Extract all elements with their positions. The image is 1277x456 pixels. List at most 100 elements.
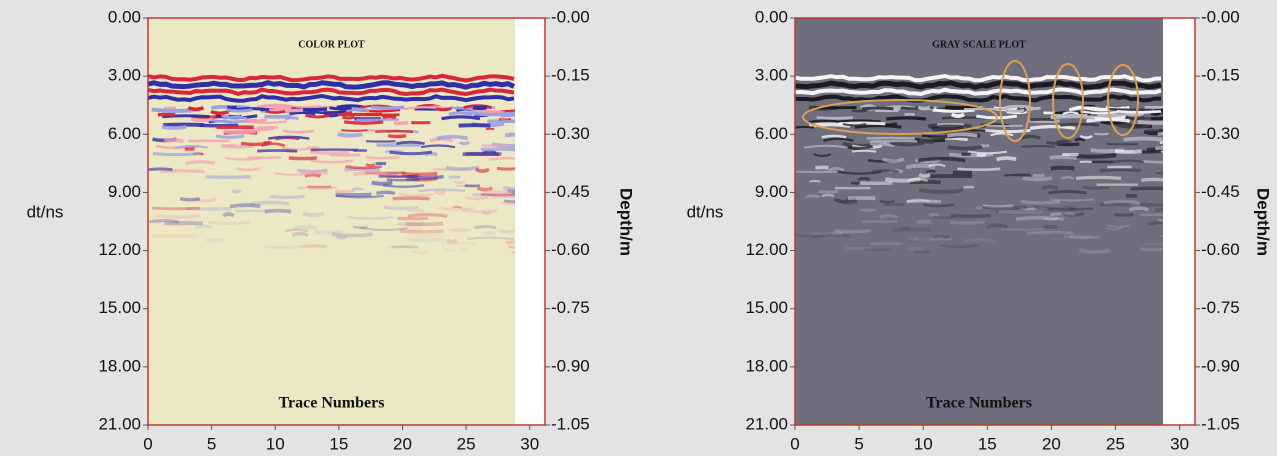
reflection xyxy=(343,120,384,125)
reflection xyxy=(1004,108,1025,113)
reflection-band xyxy=(795,87,1162,96)
reflection xyxy=(291,231,309,238)
reflection xyxy=(469,111,515,117)
reflection xyxy=(453,180,466,185)
reflection xyxy=(492,195,515,200)
reflection xyxy=(249,200,290,206)
reflection xyxy=(837,170,882,175)
reflection xyxy=(500,114,515,118)
reflection xyxy=(310,150,350,155)
reflection xyxy=(886,116,927,121)
reflection xyxy=(500,118,515,123)
reflection xyxy=(383,205,420,211)
reflection xyxy=(1116,109,1162,114)
reflection xyxy=(446,238,458,244)
reflection xyxy=(946,132,978,138)
reflection xyxy=(210,110,230,116)
reflection xyxy=(257,149,298,153)
radar-texture xyxy=(795,73,1163,254)
reflection xyxy=(882,157,905,163)
y2-tick-label: -0.60 xyxy=(1201,240,1240,259)
reflection xyxy=(1021,145,1055,148)
reflection xyxy=(448,111,473,116)
reflection xyxy=(811,233,850,238)
reflection xyxy=(481,193,515,197)
reflection xyxy=(809,179,821,183)
reflection xyxy=(976,152,987,157)
reflection xyxy=(831,231,844,236)
reflection xyxy=(923,203,955,208)
reflection xyxy=(885,139,918,143)
reflection xyxy=(933,108,975,113)
reflection xyxy=(365,162,376,168)
reflection xyxy=(821,134,847,139)
reflection xyxy=(148,218,180,224)
y-tick-label: 21.00 xyxy=(745,414,788,433)
reflection xyxy=(474,225,497,230)
reflection xyxy=(161,125,187,130)
y-axis-label: dt/ns xyxy=(687,202,724,221)
reflection xyxy=(335,194,384,199)
y-tick-label: 6.00 xyxy=(108,124,141,143)
reflection xyxy=(950,112,966,118)
reflection xyxy=(289,111,316,116)
reflection xyxy=(1107,107,1152,112)
reflection xyxy=(185,159,216,165)
reflection xyxy=(957,167,1001,172)
reflection xyxy=(1060,212,1085,217)
reflection xyxy=(435,107,452,112)
reflection xyxy=(1116,123,1135,127)
reflection xyxy=(795,233,833,238)
reflection xyxy=(385,245,411,250)
x-tick-label: 15 xyxy=(329,434,348,453)
reflection xyxy=(222,115,248,120)
reflection xyxy=(382,184,425,188)
reflection xyxy=(226,108,253,113)
reflection xyxy=(1094,132,1109,136)
reflection xyxy=(310,159,354,164)
x-axis-label: Trace Numbers xyxy=(279,395,385,412)
reflection xyxy=(1068,235,1101,240)
annotation-ellipse xyxy=(802,99,998,135)
reflection xyxy=(264,244,299,250)
reflection xyxy=(845,197,857,202)
y2-tick-label: -0.45 xyxy=(551,182,590,201)
reflection xyxy=(345,165,382,170)
reflection xyxy=(986,223,1009,230)
reflection xyxy=(879,214,899,219)
reflection xyxy=(871,169,900,174)
reflection xyxy=(462,208,498,214)
reflection xyxy=(187,106,205,112)
y2-tick-label: -0.30 xyxy=(1201,124,1240,143)
reflection xyxy=(928,163,946,168)
reflection xyxy=(483,189,513,195)
reflection xyxy=(1148,220,1163,226)
reflection xyxy=(890,142,925,147)
reflection xyxy=(906,198,931,203)
blank-strip xyxy=(515,18,545,425)
reflection xyxy=(1103,199,1140,205)
reflection xyxy=(472,105,488,111)
reflection xyxy=(1034,206,1071,211)
reflection xyxy=(152,152,200,157)
reflection xyxy=(1049,230,1067,235)
reflection xyxy=(401,171,438,177)
x-tick-label: 25 xyxy=(1106,434,1125,453)
reflection xyxy=(1022,176,1053,182)
reflection xyxy=(285,228,309,233)
reflection xyxy=(906,199,942,204)
reflection xyxy=(280,146,321,151)
y2-tick-label: -0.30 xyxy=(551,124,590,143)
reflection xyxy=(360,226,408,232)
reflection xyxy=(186,206,231,211)
reflection xyxy=(1113,213,1134,217)
x-axis-label: Trace Numbers xyxy=(926,395,1032,412)
reflection xyxy=(288,156,318,161)
reflection xyxy=(391,245,419,249)
plot-title: GRAY SCALE PLOT xyxy=(932,39,1026,50)
reflection xyxy=(909,237,943,241)
reflection xyxy=(503,199,515,204)
reflection xyxy=(449,228,472,233)
reflection-band xyxy=(148,79,515,90)
reflection xyxy=(1159,140,1163,145)
